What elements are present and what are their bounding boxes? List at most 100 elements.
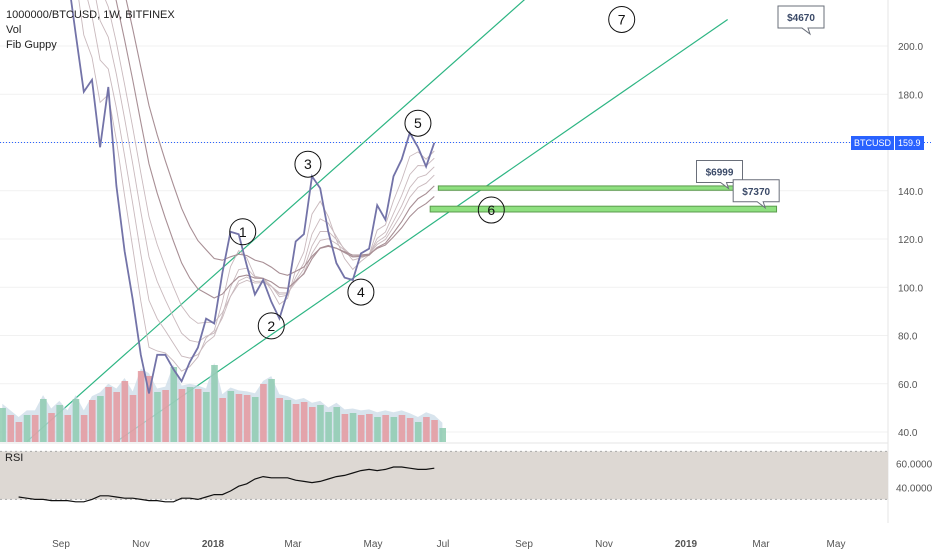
wave-label-2: 2 bbox=[257, 312, 285, 340]
volume-bar bbox=[211, 365, 218, 442]
callout-text: $7370 bbox=[742, 187, 770, 198]
callout: $4670 bbox=[777, 5, 825, 36]
rsi-tick-label: 40.0000 bbox=[896, 483, 932, 494]
time-tick-label: Mar bbox=[284, 539, 302, 550]
wave-circle bbox=[608, 5, 636, 33]
wave-circle bbox=[404, 109, 432, 137]
volume-bar bbox=[398, 415, 406, 442]
price-badge-value: 159.9 bbox=[894, 136, 924, 150]
wave-circle bbox=[294, 150, 322, 178]
volume-bar bbox=[251, 397, 259, 442]
volume-bar bbox=[333, 407, 341, 442]
grid bbox=[0, 0, 932, 523]
volume-bar bbox=[7, 415, 15, 442]
wave-circle bbox=[257, 312, 285, 340]
volume-bar bbox=[178, 389, 186, 442]
last-price-badge: BTCUSD 159.9 bbox=[851, 136, 932, 150]
volume-bar bbox=[105, 387, 112, 442]
volume-bar bbox=[48, 413, 55, 442]
volume-bar bbox=[0, 408, 6, 442]
price-badge-symbol: BTCUSD bbox=[851, 136, 895, 150]
volume-bar bbox=[243, 395, 251, 442]
rsi-title[interactable]: RSI bbox=[5, 452, 24, 464]
time-tick-label: Sep bbox=[52, 539, 70, 550]
volume-bar bbox=[374, 417, 381, 442]
price-line bbox=[70, 0, 436, 394]
time-tick-label: 2019 bbox=[675, 539, 698, 550]
volume-bar bbox=[366, 414, 373, 442]
volume-bar bbox=[300, 402, 308, 442]
volume-bar bbox=[72, 399, 80, 442]
volume-bar bbox=[80, 415, 88, 442]
guppy-line bbox=[78, 0, 435, 372]
volume-bar bbox=[88, 400, 96, 442]
price-axis[interactable]: 40.060.080.0100.0120.0140.0160.0180.0200… bbox=[896, 42, 932, 494]
volume-bar bbox=[431, 420, 438, 442]
wave-labels[interactable]: 1 2 3 4 5 6 7 bbox=[229, 5, 636, 340]
time-tick-label: May bbox=[364, 539, 383, 550]
rsi-line bbox=[18, 466, 435, 503]
wave-number: 1 bbox=[239, 224, 247, 240]
price-series bbox=[70, 0, 436, 394]
channel-lines bbox=[26, 0, 728, 443]
volume-bar bbox=[423, 417, 430, 442]
wave-label-7: 7 bbox=[608, 5, 636, 33]
time-axis[interactable]: Sep Nov 2018 Mar May Jul Sep Nov 2019 Mar May bbox=[52, 539, 845, 550]
wave-number: 6 bbox=[487, 202, 495, 218]
wave-number: 2 bbox=[267, 318, 275, 334]
wave-label-3: 3 bbox=[294, 150, 322, 178]
volume-bar bbox=[23, 415, 31, 442]
volume-bar bbox=[268, 379, 275, 442]
channel-line-2 bbox=[116, 18, 728, 443]
indicator-fib-guppy[interactable]: Fib Guppy bbox=[6, 39, 57, 51]
price-tick-label: 140.0 bbox=[898, 187, 923, 198]
callout-text: $6999 bbox=[706, 167, 734, 178]
volume-bar bbox=[260, 384, 267, 442]
price-tick-label: 120.0 bbox=[898, 235, 923, 246]
support-zones[interactable] bbox=[429, 185, 778, 213]
volume-bar bbox=[146, 376, 153, 442]
volume-bar bbox=[284, 400, 292, 442]
time-tick-label: Sep bbox=[515, 539, 533, 550]
volume-bar bbox=[439, 428, 446, 442]
volume-bar bbox=[162, 390, 169, 442]
volume-bar bbox=[406, 418, 414, 442]
wave-label-5: 5 bbox=[404, 109, 432, 137]
callout: $6999 bbox=[696, 159, 743, 190]
volume-bar bbox=[97, 396, 104, 442]
volume-bar bbox=[129, 395, 137, 442]
volume-bar bbox=[15, 422, 23, 442]
volume-bar bbox=[341, 414, 349, 442]
volume-bar bbox=[382, 415, 389, 442]
symbol-title[interactable]: 1000000/BTCUSD, 1W, BITFINEX bbox=[6, 9, 175, 21]
volume-bar bbox=[56, 405, 63, 442]
wave-label-6: 6 bbox=[477, 196, 505, 224]
wave-circle bbox=[347, 278, 375, 306]
price-tick-label: 200.0 bbox=[898, 42, 923, 53]
callout-box bbox=[732, 179, 780, 210]
volume-bar bbox=[121, 381, 129, 442]
volume-bar bbox=[219, 398, 226, 442]
volume-bar bbox=[64, 415, 72, 442]
rsi-tick-label: 60.0000 bbox=[896, 459, 932, 470]
wave-number: 3 bbox=[304, 156, 312, 172]
volume-bar bbox=[276, 398, 283, 442]
volume-bar bbox=[203, 392, 210, 442]
volume-bar bbox=[357, 415, 365, 442]
indicator-vol[interactable]: Vol bbox=[6, 24, 22, 36]
fib-guppy-lines bbox=[78, 0, 435, 372]
time-tick-label: Nov bbox=[595, 539, 613, 550]
chart-legend: 1000000/BTCUSD, 1W, BITFINEX Vol Fib Gup… bbox=[6, 8, 175, 53]
volume-bar bbox=[325, 412, 332, 442]
volume-bar bbox=[113, 392, 120, 442]
guppy-line bbox=[115, 0, 435, 299]
wave-circle bbox=[229, 218, 257, 246]
callout-box bbox=[696, 159, 743, 190]
price-callouts[interactable]: $6999 $7370 $4670 bbox=[696, 5, 825, 210]
volume-bar bbox=[227, 391, 235, 442]
volume-bar bbox=[317, 405, 324, 442]
volume-bar bbox=[170, 367, 178, 442]
wave-number: 5 bbox=[414, 115, 422, 131]
time-tick-label: May bbox=[827, 539, 846, 550]
